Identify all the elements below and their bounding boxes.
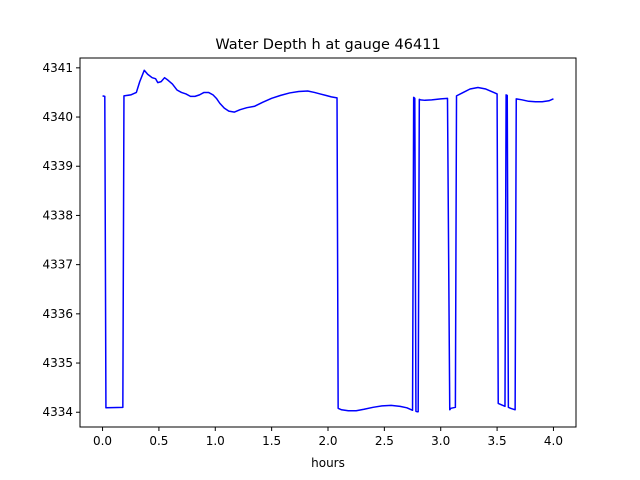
x-tick-label: 4.0	[544, 434, 563, 448]
x-tick-label: 2.5	[375, 434, 394, 448]
x-tick-label: 3.0	[431, 434, 450, 448]
chart-title: Water Depth h at gauge 46411	[215, 37, 440, 53]
plot-area	[80, 58, 576, 427]
y-tick-label: 4335	[42, 356, 73, 370]
x-axis-label: hours	[311, 456, 345, 470]
y-tick-label: 4337	[42, 258, 73, 272]
y-tick-label: 4338	[42, 208, 73, 222]
x-axis-ticks: 0.0 0.5 1.0 1.5 2.0 2.5 3.0 3.5 4.0	[93, 427, 563, 448]
x-tick-label: 1.5	[262, 434, 281, 448]
y-tick-label: 4340	[42, 110, 73, 124]
x-tick-label: 2.0	[318, 434, 337, 448]
y-tick-label: 4336	[42, 307, 73, 321]
series-layer	[102, 69, 554, 413]
y-tick-label: 4339	[42, 159, 73, 173]
x-tick-label: 0.5	[149, 434, 168, 448]
x-tick-label: 3.5	[488, 434, 507, 448]
x-tick-label: 0.0	[93, 434, 112, 448]
y-axis-ticks: 4334 4335 4336 4337 4338 4339 4340 4341	[42, 61, 80, 419]
series-line-0	[102, 69, 554, 413]
x-tick-label: 1.0	[206, 434, 225, 448]
y-tick-label: 4334	[42, 405, 73, 419]
y-tick-label: 4341	[42, 61, 73, 75]
